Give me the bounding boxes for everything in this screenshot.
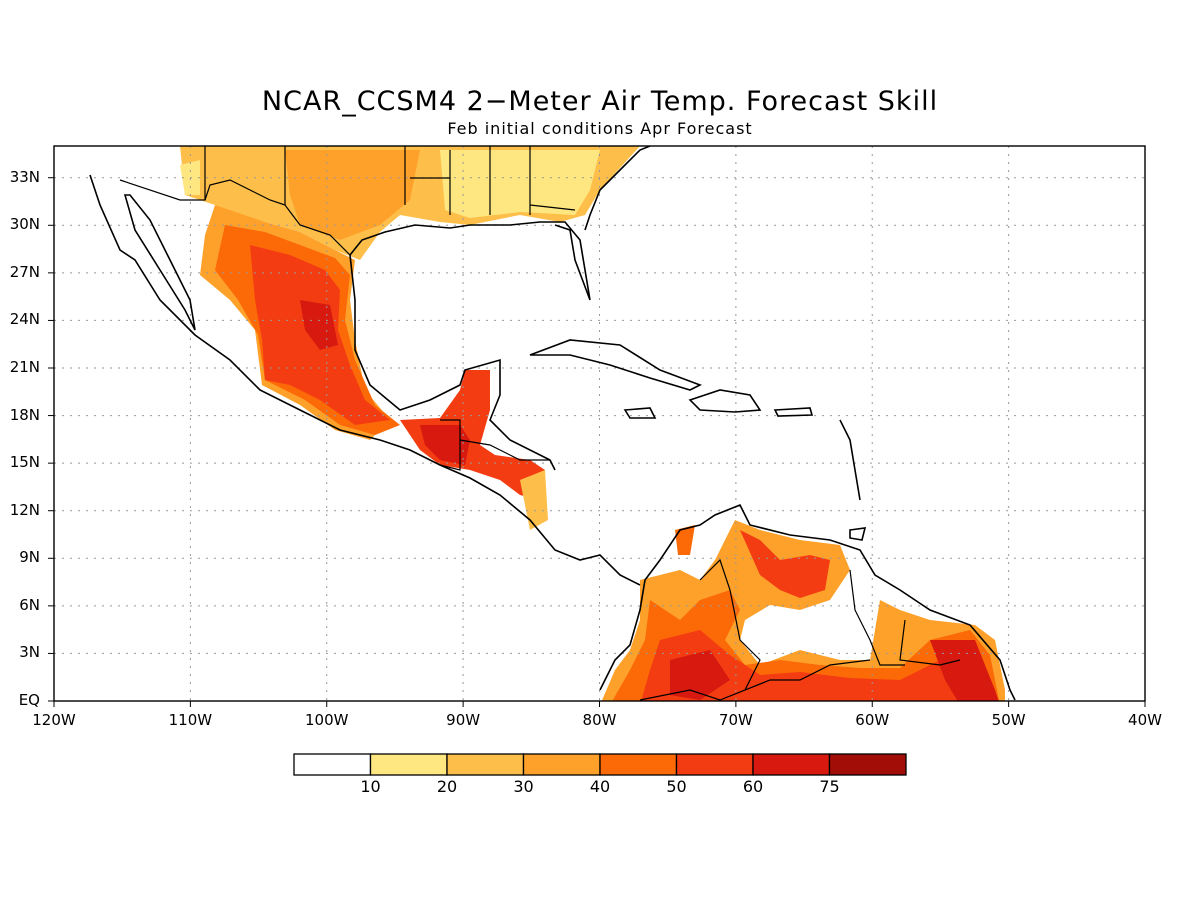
skill-region-central-america <box>400 370 545 500</box>
border-brazil <box>639 659 871 701</box>
skill-region-venezuela <box>740 530 830 598</box>
border-us-states <box>204 146 576 215</box>
skill-shading-layer <box>180 146 1005 701</box>
lat-label: 6N <box>19 595 40 614</box>
lon-label: 120W <box>32 711 76 729</box>
coastline-south-america-north <box>599 503 1016 701</box>
coastline-puerto-rico <box>773 407 814 417</box>
skill-region-central-america-max <box>420 425 470 465</box>
lon-label: 80W <box>582 711 617 729</box>
border-suriname <box>899 619 961 666</box>
border-colombia-venezuela <box>699 558 761 691</box>
lon-label: 40W <box>1128 711 1162 729</box>
colorbar-label: 60 <box>742 777 764 796</box>
skill-region-mexico-max <box>300 300 338 350</box>
lat-label: EQ <box>18 691 40 709</box>
colorbar-swatch <box>293 753 372 776</box>
lon-label: 70W <box>718 711 753 729</box>
map-title: NCAR_CCSM4 2−Meter Air Temp. Forecast Sk… <box>261 86 939 117</box>
skill-region-texas <box>285 150 420 240</box>
colorbar-label: 30 <box>513 777 534 796</box>
lon-label: 90W <box>446 711 481 729</box>
coastline-jamaica <box>623 407 657 419</box>
lat-label: 30N <box>9 215 40 234</box>
coastline-gulf <box>349 221 591 301</box>
skill-region-south-america-core <box>641 630 995 701</box>
lon-label: 110W <box>168 711 213 729</box>
coastline-cuba <box>529 339 702 391</box>
border-guatemala <box>439 419 461 471</box>
coastline-mexico-pacific <box>89 174 641 586</box>
lat-label: 18N <box>9 405 40 424</box>
border-honduras <box>459 439 550 461</box>
colorbar-label: 10 <box>360 777 381 796</box>
coastline-gulf-west <box>349 254 556 471</box>
colorbar-swatch <box>369 753 448 776</box>
skill-region-costa-rica <box>520 470 548 530</box>
coastline-hispaniola <box>688 389 762 413</box>
country-borders <box>119 146 961 701</box>
lat-label: 3N <box>19 643 40 662</box>
coastline-trinidad <box>849 527 867 541</box>
lat-label: 15N <box>9 453 40 472</box>
lat-label: 9N <box>19 548 40 567</box>
border-us-mexico <box>119 179 351 256</box>
colorbar <box>293 753 907 776</box>
colorbar-label: 40 <box>589 777 611 796</box>
colorbar-swatch <box>752 753 831 776</box>
skill-region-us-light <box>440 150 600 218</box>
lat-label: 27N <box>9 262 40 281</box>
skill-region-south-america-max <box>670 650 730 700</box>
skill-region-guianas-max <box>930 640 999 701</box>
lat-label: 33N <box>9 167 40 186</box>
border-guyana <box>849 569 905 666</box>
axis-ticks <box>48 177 1146 707</box>
coastline-antilles <box>839 419 861 501</box>
lon-label: 60W <box>855 711 890 729</box>
colorbar-swatch <box>522 753 601 776</box>
colorbar-label: 20 <box>436 777 458 796</box>
coastline-baja <box>123 194 196 331</box>
colorbar-label: 75 <box>819 777 840 796</box>
map-subtitle: Feb initial conditions Apr Forecast <box>447 119 753 138</box>
colorbar-swatch <box>446 753 525 776</box>
coastlines <box>89 145 1016 701</box>
gridlines <box>54 146 1145 701</box>
colorbar-label: 50 <box>666 777 687 796</box>
lon-label: 100W <box>305 711 349 729</box>
colorbar-swatch <box>599 753 678 776</box>
colorbar-swatch <box>828 753 907 776</box>
coastline-us-east <box>584 145 651 231</box>
lat-label: 21N <box>9 358 40 376</box>
lat-label: 24N <box>9 310 40 329</box>
lon-label: 50W <box>991 711 1026 729</box>
skill-region-colombia-north <box>675 525 695 555</box>
lat-label: 12N <box>9 500 40 519</box>
colorbar-swatch <box>675 753 754 776</box>
